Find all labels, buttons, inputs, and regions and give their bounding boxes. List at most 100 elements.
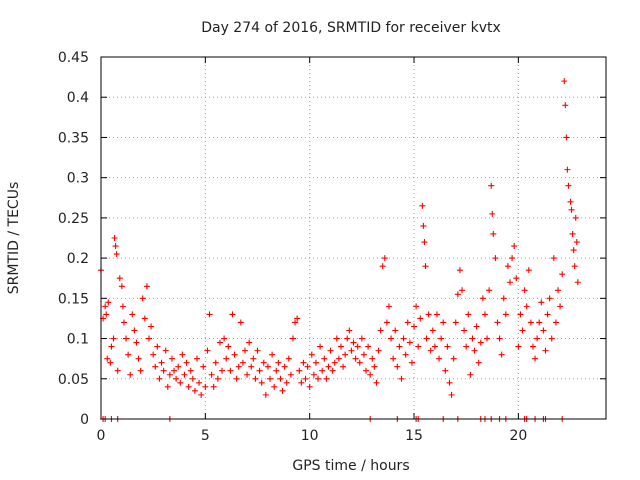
y-tick-label: 0.1: [67, 332, 89, 348]
data-point: [388, 335, 395, 342]
data-point: [422, 263, 429, 270]
data-point: [191, 387, 198, 394]
data-point: [567, 198, 574, 205]
y-tick-label: 0.3: [67, 171, 89, 187]
data-point: [102, 303, 109, 310]
data-point: [321, 355, 328, 362]
data-point: [394, 363, 401, 370]
data-point: [306, 383, 313, 390]
data-point: [235, 363, 242, 370]
data-point: [227, 367, 234, 374]
data-point: [502, 311, 509, 318]
data-point: [262, 391, 269, 398]
data-point: [542, 347, 549, 354]
x-tick-label: 15: [405, 428, 423, 444]
data-point: [475, 359, 482, 366]
data-point: [310, 371, 317, 378]
data-point: [183, 359, 190, 366]
data-point: [471, 347, 478, 354]
data-point: [398, 375, 405, 382]
data-point: [171, 367, 178, 374]
data-point: [223, 355, 230, 362]
x-tick-label: 5: [201, 428, 210, 444]
data-point: [221, 335, 228, 342]
data-point: [208, 371, 215, 378]
y-axis-label: SRMTID / TECUs: [6, 182, 22, 295]
data-point: [333, 335, 340, 342]
data-point: [550, 255, 557, 262]
data-point: [162, 347, 169, 354]
data-point: [119, 303, 126, 310]
data-point: [241, 347, 248, 354]
plot-frame: [100, 56, 607, 420]
data-point: [383, 319, 390, 326]
data-point: [436, 355, 443, 362]
data-point: [421, 239, 428, 246]
data-point: [467, 371, 474, 378]
data-point: [275, 359, 282, 366]
data-point: [534, 335, 541, 342]
data-point: [193, 355, 200, 362]
grid-lines: [101, 57, 606, 419]
data-point: [335, 355, 342, 362]
data-point: [202, 383, 209, 390]
data-point: [267, 375, 274, 382]
data-point: [231, 351, 238, 358]
data-point: [141, 315, 148, 322]
data-point: [419, 202, 426, 209]
data-point: [377, 327, 384, 334]
data-point: [350, 339, 357, 346]
data-point: [148, 323, 155, 330]
data-point: [569, 230, 576, 237]
data-point: [486, 287, 493, 294]
data-point: [529, 343, 536, 350]
data-point: [285, 355, 292, 362]
data-point: [369, 355, 376, 362]
data-point: [264, 363, 271, 370]
data-point: [166, 371, 173, 378]
data-point: [258, 379, 265, 386]
data-point: [212, 359, 219, 366]
y-tick-label: 0.25: [58, 211, 89, 227]
data-point: [454, 291, 461, 298]
y-tick-label: 0.2: [67, 251, 89, 267]
data-point: [139, 295, 146, 302]
data-point: [315, 375, 322, 382]
data-point: [198, 391, 205, 398]
data-point: [444, 343, 451, 350]
data-point: [125, 351, 132, 358]
data-point: [489, 210, 496, 217]
data-point: [206, 311, 213, 318]
data-point: [492, 255, 499, 262]
data-point: [465, 311, 472, 318]
data-point: [511, 243, 518, 250]
data-point: [312, 359, 319, 366]
data-point: [296, 367, 303, 374]
data-point: [158, 359, 165, 366]
data-point: [113, 251, 120, 258]
data-point: [279, 387, 286, 394]
data-point: [469, 335, 476, 342]
data-point: [517, 311, 524, 318]
data-point: [538, 299, 545, 306]
data-point: [570, 247, 577, 254]
data-point: [256, 367, 263, 374]
data-point: [568, 206, 575, 213]
data-point: [438, 335, 445, 342]
data-point: [450, 355, 457, 362]
axis-ticks: 0 5 10 15 20 0 0.05 0.1 0.15 0.2 0.25 0.3 0.35 0.4 0.4…: [58, 50, 606, 444]
data-point: [448, 391, 455, 398]
y-tick-label: 0.15: [58, 291, 89, 307]
data-point: [281, 363, 288, 370]
data-point: [181, 371, 188, 378]
data-point: [356, 359, 363, 366]
data-point: [308, 351, 315, 358]
data-point: [239, 359, 246, 366]
data-point: [527, 319, 534, 326]
data-point: [440, 319, 447, 326]
data-point: [494, 319, 501, 326]
data-point: [246, 339, 253, 346]
data-point: [442, 367, 449, 374]
data-point: [544, 311, 551, 318]
data-point: [112, 243, 119, 250]
